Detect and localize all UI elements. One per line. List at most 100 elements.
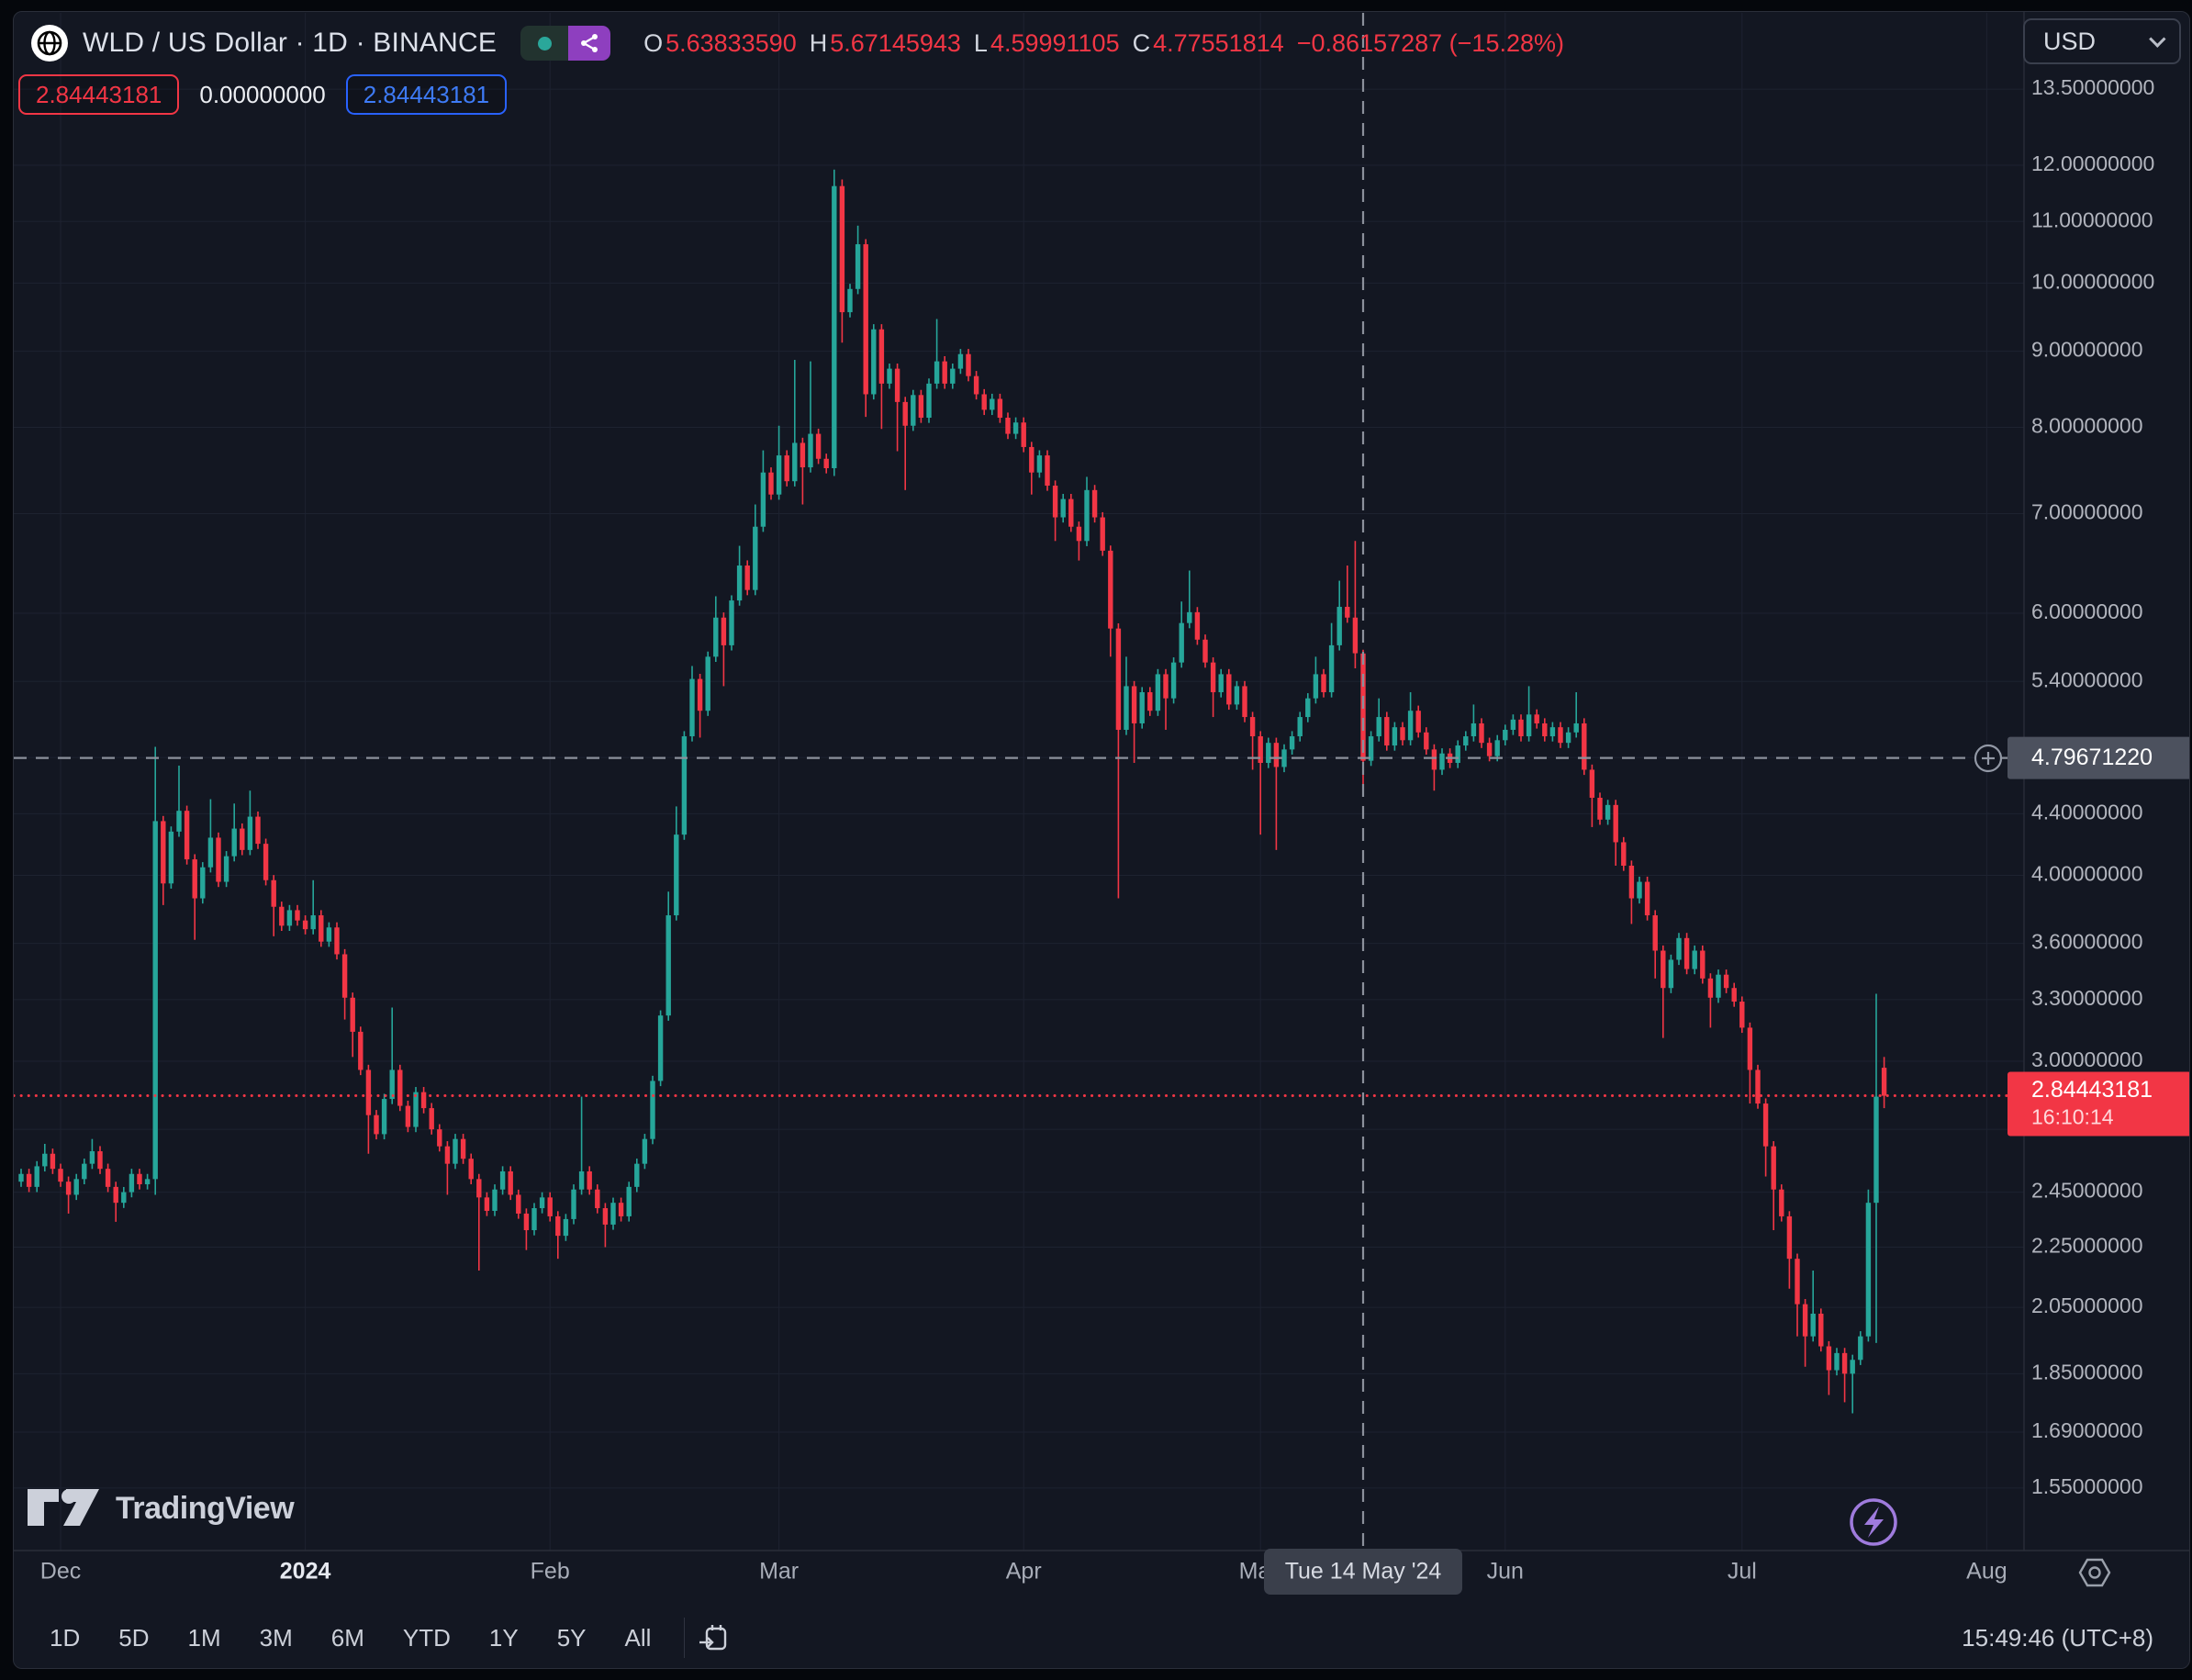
tradingview-mark-icon xyxy=(28,1489,99,1526)
range-button-5y[interactable]: 5Y xyxy=(556,1623,587,1652)
low-label: L xyxy=(973,28,988,57)
range-button-6m[interactable]: 6M xyxy=(330,1623,364,1652)
candle-body xyxy=(855,244,861,289)
market-status-pill[interactable] xyxy=(520,26,569,61)
candle-body xyxy=(1439,753,1445,770)
candle-body xyxy=(1345,607,1350,618)
candle-body xyxy=(1234,686,1240,705)
candle-body xyxy=(42,1153,48,1167)
currency-value: USD xyxy=(2043,27,2097,55)
open-label: O xyxy=(643,28,664,57)
candle-body xyxy=(429,1108,434,1130)
candle-body xyxy=(271,879,276,907)
candle-body xyxy=(1124,686,1129,730)
candle-body xyxy=(823,458,829,468)
candle-body xyxy=(453,1138,458,1164)
candle-body xyxy=(1692,950,1697,969)
go-to-date-icon[interactable] xyxy=(698,1622,729,1653)
axis-label: 4.79671220 xyxy=(2031,745,2153,770)
candle-body xyxy=(1242,686,1247,718)
axis-label: 1.85000000 xyxy=(2031,1360,2143,1383)
range-button-all[interactable]: All xyxy=(624,1623,652,1652)
candle-body xyxy=(784,455,789,482)
candle-body xyxy=(1187,611,1192,623)
candle-body xyxy=(1661,950,1666,989)
axis-label: Apr xyxy=(1006,1559,1042,1585)
candle-body xyxy=(1045,455,1050,486)
candle-body xyxy=(832,185,837,468)
indicator-zero-value: 0.00000000 xyxy=(199,80,326,108)
range-button-1m[interactable]: 1M xyxy=(187,1623,221,1652)
candle-body xyxy=(1747,1027,1753,1070)
candle-body xyxy=(1542,722,1548,737)
candle-body xyxy=(1084,489,1090,542)
candle-body xyxy=(1139,692,1145,723)
high-label: H xyxy=(809,28,828,57)
candle-body xyxy=(1810,1313,1816,1337)
axis-label: 1.55000000 xyxy=(2031,1474,2143,1498)
currency-selector[interactable]: USD xyxy=(2023,18,2181,64)
candle-body xyxy=(413,1092,419,1127)
range-button-3m[interactable]: 3M xyxy=(259,1623,293,1652)
share-button[interactable] xyxy=(568,26,611,61)
candle-body xyxy=(602,1208,609,1225)
candle-body xyxy=(926,383,932,419)
candle-body xyxy=(279,906,285,926)
candle-body xyxy=(642,1138,648,1164)
candle-body xyxy=(207,837,214,868)
last-price-badge xyxy=(2007,1071,2189,1137)
wld-logo-icon[interactable] xyxy=(31,25,68,62)
lightning-icon[interactable] xyxy=(1850,1498,1897,1546)
clock-readout[interactable]: 15:49:46 (UTC+8) xyxy=(1962,1608,2153,1667)
range-button-5d[interactable]: 5D xyxy=(118,1623,150,1652)
clock-value: 15:49:46 (UTC+8) xyxy=(1962,1623,2153,1652)
candle-body xyxy=(113,1186,118,1204)
candle-body xyxy=(82,1163,87,1180)
candle-body xyxy=(137,1173,142,1185)
candle-body xyxy=(1771,1146,1776,1190)
candle-body xyxy=(161,821,166,884)
range-button-ytd[interactable]: YTD xyxy=(402,1623,451,1652)
candle-body xyxy=(65,1182,72,1195)
axis-label: 10.00000000 xyxy=(2031,269,2154,293)
candle-body xyxy=(460,1138,466,1159)
candle-body xyxy=(1266,743,1271,764)
candle-body xyxy=(1613,804,1618,843)
candle-body xyxy=(1479,722,1484,744)
market-open-dot-icon xyxy=(537,36,552,50)
candle-body xyxy=(697,678,703,711)
bottom-toolbar: 1D 5D 1M 3M 6M YTD 1Y 5Y All 15:49:46 (U… xyxy=(13,1608,2190,1667)
candle-body xyxy=(240,828,245,850)
candle-body xyxy=(1652,915,1658,951)
candle-body xyxy=(97,1151,103,1170)
candle-body xyxy=(1376,717,1381,737)
candle-body xyxy=(1431,749,1437,770)
axis-label: 3.30000000 xyxy=(2031,986,2143,1010)
indicator-badge-blue[interactable]: 2.84443181 xyxy=(345,74,508,115)
axis-label: 9.00000000 xyxy=(2031,338,2143,362)
candle-body xyxy=(1289,736,1295,750)
crosshair-price-badge xyxy=(2007,736,2189,779)
time-axis-settings-icon[interactable] xyxy=(2078,1558,2111,1587)
candle-body xyxy=(1850,1360,1855,1374)
candle-body xyxy=(1589,769,1595,798)
tradingview-logo[interactable]: TradingView xyxy=(28,1489,295,1528)
candle-body xyxy=(815,433,822,459)
candle-body xyxy=(1155,674,1161,711)
candle-body xyxy=(1858,1336,1863,1361)
indicator-badge-red[interactable]: 2.84443181 xyxy=(18,74,180,115)
candle-body xyxy=(1021,422,1026,447)
candle-body xyxy=(1834,1352,1840,1371)
candle-body xyxy=(1644,881,1650,916)
add-alert-plus-icon[interactable] xyxy=(1974,744,2003,773)
range-button-1y[interactable]: 1Y xyxy=(488,1623,519,1652)
symbol-title[interactable]: WLD / US Dollar · 1D · BINANCE xyxy=(83,28,498,58)
candle-body xyxy=(1352,617,1359,654)
candle-body xyxy=(216,837,221,882)
candle-body xyxy=(1865,1203,1872,1337)
axis-label: 13.50000000 xyxy=(2031,75,2154,99)
price-chart[interactable]: 13.50000000 12.00000000 11.00000000 10.0000… xyxy=(14,12,2190,1669)
open-value: 5.63833590 xyxy=(665,28,797,57)
range-button-1d[interactable]: 1D xyxy=(50,1623,81,1652)
candle-body xyxy=(1526,714,1532,737)
